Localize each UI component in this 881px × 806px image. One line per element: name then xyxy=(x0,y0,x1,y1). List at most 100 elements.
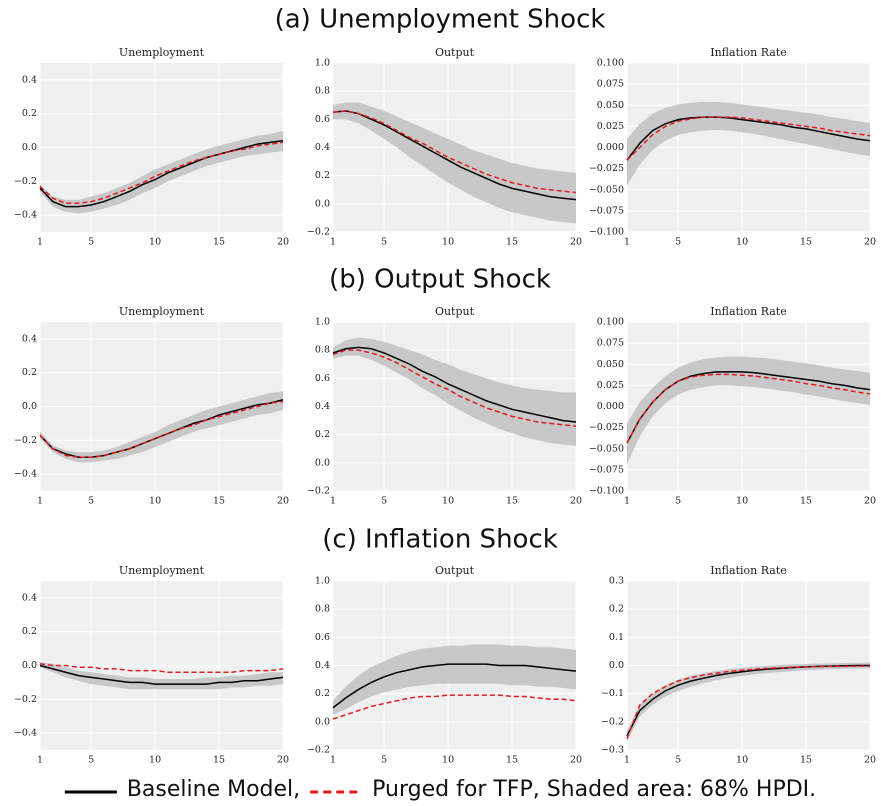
y-tick-label: −0.075 xyxy=(589,205,624,216)
y-tick-label: 0.2 xyxy=(22,626,37,637)
section-title: (c) Inflation Shock xyxy=(322,525,558,555)
y-tick-label: 0.2 xyxy=(315,429,330,440)
y-tick-label: 1.0 xyxy=(315,576,330,587)
hpdi-band xyxy=(627,356,870,464)
x-tick-label: 20 xyxy=(864,496,876,507)
subplot: Unemployment−0.4−0.20.00.20.41 5 10 15 20 xyxy=(14,46,289,248)
x-tick-label: 10 xyxy=(442,496,454,507)
y-tick-label: 0.4 xyxy=(22,592,37,603)
hpdi-band xyxy=(627,101,870,186)
y-tick-label: 0.000 xyxy=(597,142,624,153)
y-tick-label: −0.075 xyxy=(589,464,624,475)
subplot: Output−0.20.00.20.40.60.81.01 5 10 15 20 xyxy=(307,46,582,248)
y-tick-label: 0.000 xyxy=(597,401,624,412)
subplot-title: Output xyxy=(435,305,475,318)
x-tick-label: 20 xyxy=(277,496,289,507)
y-tick-label: −0.050 xyxy=(589,443,624,454)
y-tick-label: −0.2 xyxy=(14,176,37,187)
x-tick-label: 10 xyxy=(736,237,748,248)
x-tick-label: 1 xyxy=(37,496,43,507)
y-tick-label: 0.4 xyxy=(22,333,37,344)
subplot: Inflation Rate −0.100 −0.075 −0.050 −0.025 0.… xyxy=(589,305,876,507)
y-tick-label: 0.100 xyxy=(597,317,624,328)
x-tick-label: 10 xyxy=(149,237,161,248)
y-tick-label: 0.025 xyxy=(597,121,624,132)
series-line xyxy=(626,373,871,444)
x-tick-label: 1 xyxy=(37,755,43,766)
x-tick-label: 5 xyxy=(381,496,387,507)
subplot-title: Unemployment xyxy=(119,564,205,577)
subplot: Unemployment−0.4−0.20.00.20.41 5 10 15 20 xyxy=(14,305,289,507)
y-tick-label: −0.4 xyxy=(14,210,37,221)
legend-label: Purged for TFP, Shaded area: 68% HPDI. xyxy=(372,777,816,802)
series-line xyxy=(39,141,284,205)
subplot-title: Output xyxy=(435,564,475,577)
y-tick-label: 0.2 xyxy=(22,108,37,119)
x-tick-label: 10 xyxy=(736,496,748,507)
series-line xyxy=(332,694,577,720)
x-tick-label: 5 xyxy=(381,237,387,248)
x-tick-label: 10 xyxy=(442,755,454,766)
x-tick-label: 10 xyxy=(149,755,161,766)
x-tick-label: 1 xyxy=(330,755,336,766)
x-tick-label: 20 xyxy=(864,237,876,248)
x-tick-label: 10 xyxy=(736,755,748,766)
y-tick-label: 0.075 xyxy=(597,338,624,349)
y-tick-label: 0.0 xyxy=(315,198,330,209)
subplot-title: Inflation Rate xyxy=(710,46,787,59)
y-tick-label: −0.100 xyxy=(589,486,624,497)
series-line xyxy=(39,663,284,674)
y-tick-label: 0.4 xyxy=(315,142,330,153)
subplot-title: Output xyxy=(435,46,475,59)
series-line xyxy=(626,116,871,161)
y-tick-label: 0.4 xyxy=(315,660,330,671)
section-title: (a) Unemployment Shock xyxy=(275,5,606,35)
y-tick-label: 0.2 xyxy=(22,367,37,378)
x-tick-label: 15 xyxy=(506,755,518,766)
y-tick-label: −0.050 xyxy=(589,184,624,195)
y-tick-label: 0.8 xyxy=(315,345,330,356)
x-tick-label: 10 xyxy=(149,496,161,507)
y-tick-label: 0.1 xyxy=(609,632,624,643)
x-tick-label: 10 xyxy=(442,237,454,248)
x-tick-label: 1 xyxy=(330,496,336,507)
x-tick-label: 15 xyxy=(800,237,812,248)
y-tick-label: 0.2 xyxy=(315,170,330,181)
y-tick-label: −0.025 xyxy=(589,163,624,174)
subplot: Output−0.20.00.20.40.60.81.01 5 10 15 20 xyxy=(307,305,582,507)
hpdi-band xyxy=(333,644,576,715)
y-tick-label: −0.4 xyxy=(14,728,37,739)
subplot: Unemployment−0.4−0.20.00.20.41 5 10 15 20 xyxy=(14,564,289,766)
x-tick-label: 15 xyxy=(213,237,225,248)
x-tick-label: 5 xyxy=(88,496,94,507)
y-tick-label: −0.2 xyxy=(307,227,330,238)
legend-label: Baseline Model, xyxy=(127,777,300,802)
y-tick-label: 0.4 xyxy=(22,74,37,85)
hpdi-band xyxy=(333,337,576,446)
x-tick-label: 5 xyxy=(675,755,681,766)
x-tick-label: 20 xyxy=(570,496,582,507)
y-tick-label: 0.2 xyxy=(315,688,330,699)
series-line xyxy=(39,664,284,685)
x-tick-label: 15 xyxy=(506,496,518,507)
series-line xyxy=(39,400,284,458)
x-tick-label: 5 xyxy=(675,496,681,507)
subplot-title: Unemployment xyxy=(119,46,205,59)
x-tick-label: 15 xyxy=(506,237,518,248)
series-line xyxy=(332,346,577,423)
subplot-title: Inflation Rate xyxy=(710,305,787,318)
y-tick-label: −0.100 xyxy=(589,227,624,238)
series-line xyxy=(332,110,577,194)
x-tick-label: 20 xyxy=(570,237,582,248)
x-tick-label: 20 xyxy=(277,237,289,248)
x-tick-label: 5 xyxy=(88,237,94,248)
y-tick-label: 0.050 xyxy=(597,100,624,111)
x-tick-label: 20 xyxy=(277,755,289,766)
y-tick-label: 0.6 xyxy=(315,632,330,643)
y-tick-label: 0.6 xyxy=(315,373,330,384)
subplot-title: Inflation Rate xyxy=(710,564,787,577)
y-tick-label: 0.0 xyxy=(609,660,624,671)
y-tick-label: 0.100 xyxy=(597,58,624,69)
y-tick-label: −0.2 xyxy=(14,435,37,446)
